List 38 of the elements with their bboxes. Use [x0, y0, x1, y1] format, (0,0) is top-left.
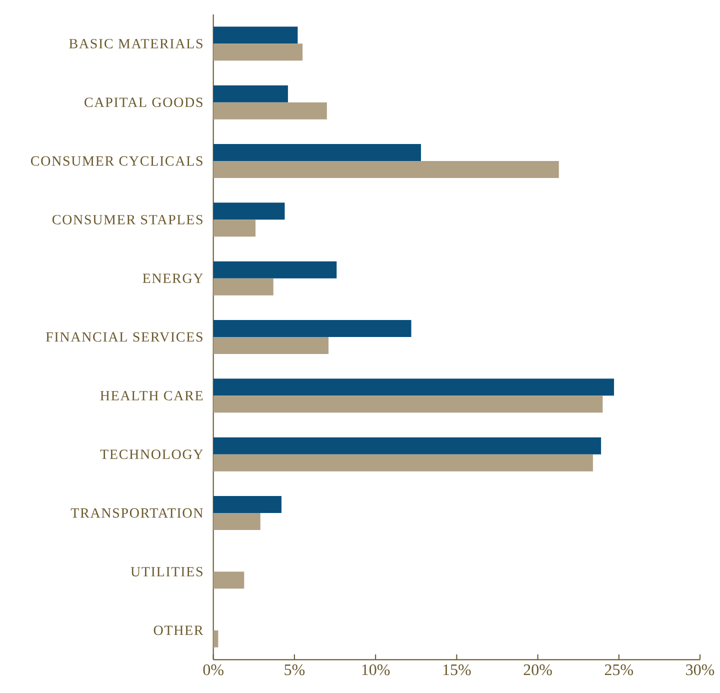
bar [213, 572, 244, 589]
bar [213, 496, 282, 514]
bar [213, 513, 260, 530]
y-tick-label: HEALTH CARE [100, 390, 203, 400]
x-tick-label: 5% [284, 664, 305, 676]
bar [213, 337, 329, 354]
bar [213, 278, 274, 296]
bar [213, 261, 337, 278]
bar [213, 378, 614, 396]
y-tick-label: BASIC MATERIALS [69, 38, 202, 48]
y-tick-label: UTILITIES [130, 566, 202, 576]
y-tick-label: TRANSPORTATION [70, 508, 203, 518]
bar [213, 630, 218, 648]
y-tick-label: TECHNOLOGY [100, 450, 203, 460]
bar [213, 85, 288, 102]
y-tick-label: CONSUMER STAPLES [52, 214, 202, 224]
bar [213, 102, 327, 120]
bar [213, 320, 412, 338]
x-tick-label: 20% [524, 664, 552, 676]
x-tick-label: 0% [203, 664, 224, 676]
bar [213, 202, 285, 220]
y-tick-label: CAPITAL GOODS [84, 98, 202, 108]
bar [213, 161, 559, 178]
x-tick-label: 10% [362, 664, 390, 676]
bar [213, 396, 603, 413]
bar [213, 454, 593, 472]
bar [213, 26, 298, 44]
y-tick-label: FINANCIAL SERVICES [46, 332, 202, 342]
bar [213, 220, 256, 237]
bar [213, 437, 602, 454]
x-tick-label: 30% [686, 664, 714, 676]
x-tick-label: 25% [604, 664, 634, 676]
bar [213, 144, 421, 162]
x-tick-label: 15% [443, 664, 471, 676]
y-tick-label: OTHER [154, 626, 204, 636]
bar [213, 44, 303, 61]
y-tick-label: ENERGY [142, 274, 203, 284]
y-tick-label: CONSUMER CYCLICALS [31, 156, 202, 166]
